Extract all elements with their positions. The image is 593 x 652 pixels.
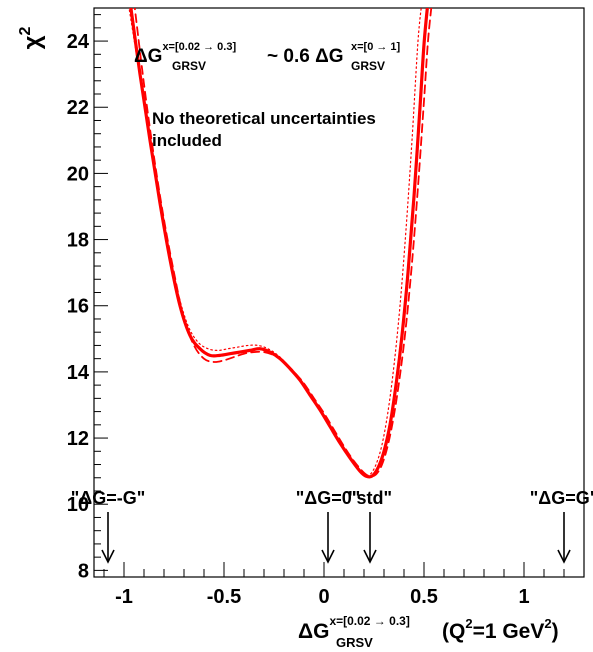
x-tick-label: -0.5 (207, 586, 241, 608)
series-dashed-curve (133, 8, 433, 478)
marker-arrow-head (321, 549, 335, 564)
x-axis-title-sub: GRSV (336, 635, 373, 650)
marker-arrow-head (363, 549, 377, 564)
x-tick-label: 1 (518, 586, 529, 608)
x-axis-title-rest-open: (Q (442, 620, 465, 643)
marker-arrow: "std" (348, 488, 392, 564)
y-tick-labels: 8 10 12 14 16 18 20 22 24 (67, 31, 90, 582)
x-axis-title-rest-sup: 2 (465, 616, 472, 631)
marker-label: "ΔG=0" (296, 488, 361, 508)
x-ticks (103, 562, 585, 577)
marker-arrow: "ΔG=-G" (71, 488, 146, 564)
y-tick-label: 14 (67, 362, 90, 384)
x-axis-title-sup: x=[0.02 → 0.3] (329, 614, 409, 628)
y-tick-label: 12 (67, 428, 89, 450)
marker-label: "ΔG=-G" (71, 488, 146, 508)
x-tick-label: -1 (115, 586, 133, 608)
y-tick-label: 22 (67, 97, 89, 119)
y-tick-label: 24 (67, 31, 90, 53)
y-axis-title: χ2 (17, 27, 46, 50)
y-tick-label: 20 (67, 163, 89, 185)
y-axis-title-sup: 2 (17, 27, 34, 36)
markers: "ΔG=-G" "ΔG=0""std" "ΔG=G" (71, 488, 593, 564)
x-axis-title: ΔGx=[0.02 → 0.3] GRSV (Q2=1 GeV2) (298, 614, 559, 650)
formula-right-sup: x=[0 → 1] (351, 41, 401, 53)
x-axis-title-rest-close: ) (552, 620, 559, 643)
x-tick-label: 0 (318, 586, 329, 608)
x-tick-label: 0.5 (410, 586, 438, 608)
x-tick-labels: -1 -0.5 0 0.5 1 (115, 586, 529, 608)
marker-arrow: "ΔG=G" (530, 488, 593, 564)
formula-annotation: ΔGx=[0.02 → 0.3] GRSV ~ 0.6 ΔG x=[0 → 1] GRS… (134, 41, 401, 73)
y-tick-label: 16 (67, 296, 89, 318)
marker-arrow-head (101, 549, 115, 564)
x-axis-title-rest-mid: =1 GeV (473, 620, 545, 643)
marker-arrow-head (557, 549, 571, 564)
note-line-2: included (152, 131, 222, 150)
note-line-1: No theoretical uncertainties (152, 109, 376, 128)
formula-left-main: ΔG (134, 46, 162, 67)
marker-label: "ΔG=G" (530, 488, 593, 508)
series-dotted-curve (128, 8, 422, 477)
formula-left-sub: GRSV (172, 59, 206, 73)
x-axis-title-main: ΔG (298, 620, 329, 643)
y-tick-label: 18 (67, 230, 89, 252)
y-axis-title-main: χ (19, 35, 46, 49)
curves (128, 8, 433, 479)
formula-mid: ~ 0.6 ΔG (267, 46, 344, 67)
y-tick-label: 10 (67, 494, 89, 516)
marker-label: "std" (348, 488, 392, 508)
formula-left-sup: x=[0.02 → 0.3] (162, 41, 236, 53)
marker-arrow: "ΔG=0" (296, 488, 361, 564)
x-axis-title-rest-sup2: 2 (544, 616, 551, 631)
y-tick-label: 8 (78, 560, 89, 582)
formula-right-sub: GRSV (351, 59, 385, 73)
y-ticks (94, 14, 108, 571)
